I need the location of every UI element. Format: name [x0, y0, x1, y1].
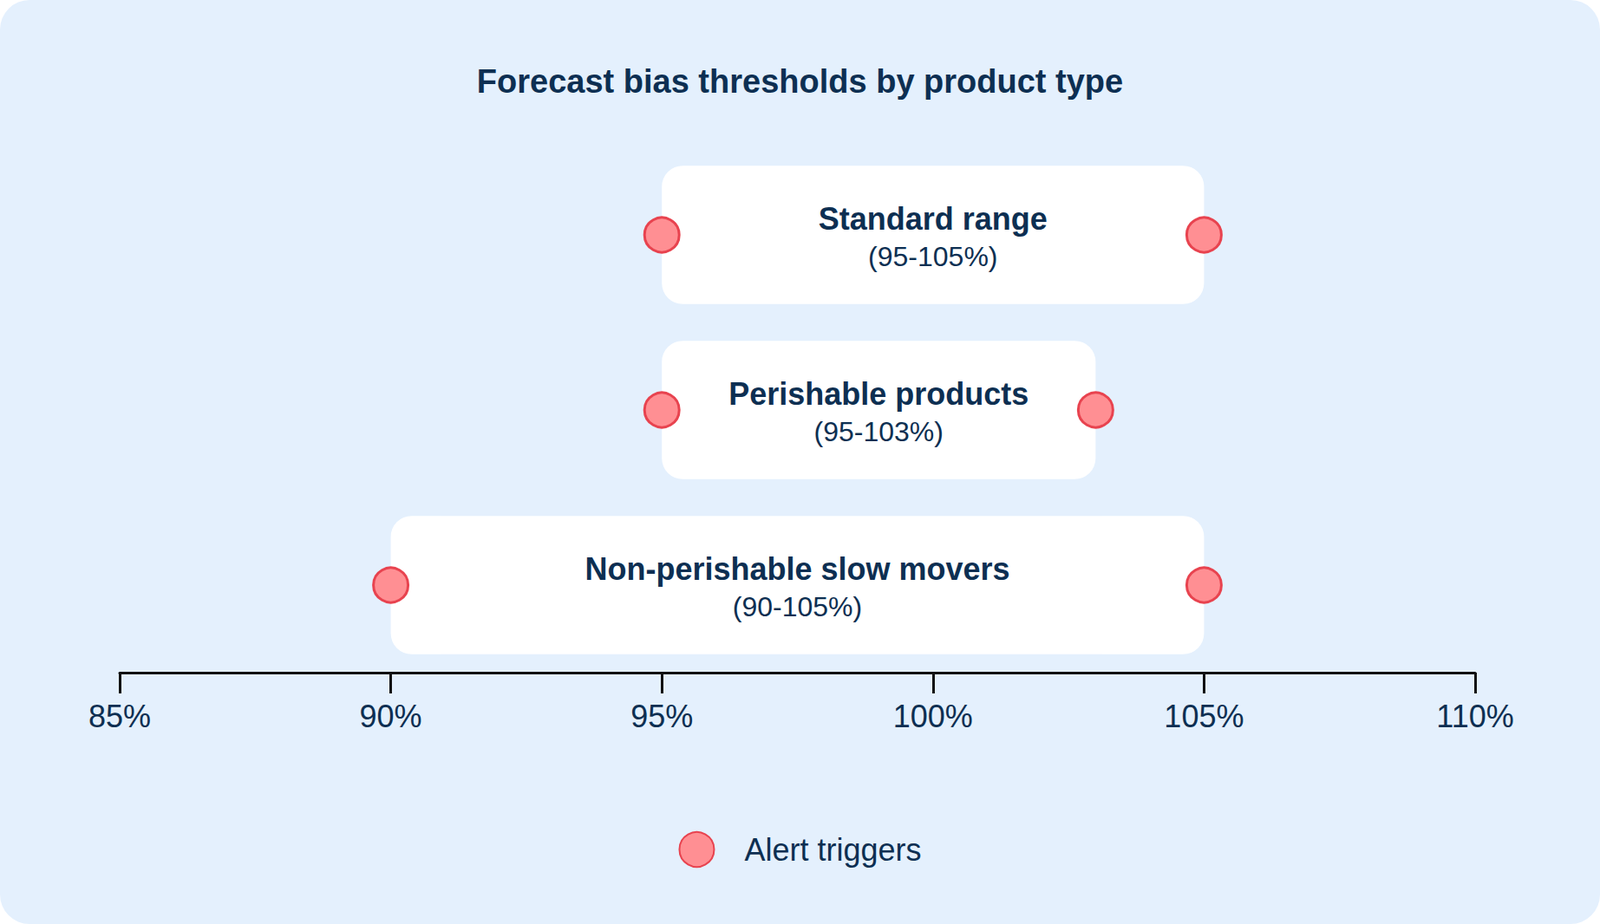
svg-text:Standard range: Standard range — [818, 201, 1048, 237]
svg-text:100%: 100% — [893, 698, 974, 735]
svg-text:Forecast bias thresholds by pr: Forecast bias thresholds by product type — [476, 63, 1124, 100]
svg-text:90%: 90% — [359, 698, 423, 735]
svg-text:85%: 85% — [88, 698, 151, 735]
svg-text:105%: 105% — [1163, 698, 1244, 735]
svg-text:Non-perishable slow movers: Non-perishable slow movers — [584, 551, 1010, 588]
svg-text:Perishable products: Perishable products — [728, 376, 1029, 412]
svg-text:(95-103%): (95-103%) — [814, 416, 944, 448]
svg-text:Alert triggers: Alert triggers — [744, 832, 921, 869]
svg-text:110%: 110% — [1436, 698, 1514, 735]
svg-text:95%: 95% — [630, 698, 693, 735]
svg-text:(95-105%): (95-105%) — [868, 241, 998, 273]
svg-text:(90-105%): (90-105%) — [732, 591, 863, 623]
